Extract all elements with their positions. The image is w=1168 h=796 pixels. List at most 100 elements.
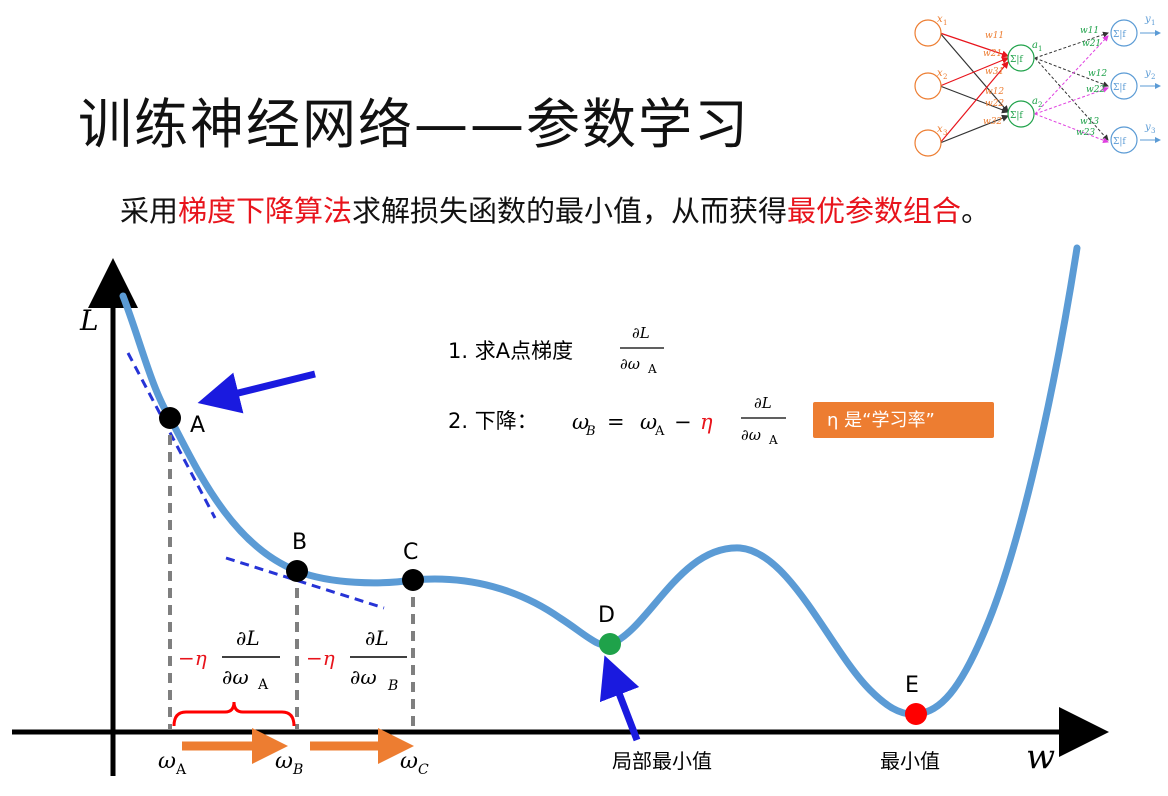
hidden-node-2 [1007,100,1035,128]
output-node-1-text: Σ|f [1113,30,1126,40]
point-e [905,703,927,725]
weight-in-w22: w22 [985,99,1004,109]
step-a-numerator: ∂L [236,626,260,650]
eq-equals: = [607,410,625,434]
weight-in-w31: w31 [985,67,1004,77]
tick-omega-b-sub: B [292,762,303,778]
arrow-to-a [197,370,316,414]
input-label-1: x [937,14,943,25]
step1-denominator: ∂ω [620,355,640,373]
input-label-2: x [937,68,943,79]
input-sub-2: 2 [943,73,947,81]
subtitle-part-5: 。 [961,194,991,228]
output-label-2: y [1144,68,1151,79]
learning-rate-badge: η 是“学习率” [813,402,994,438]
subtitle-part-3: 求解损失函数的最小值，从而获得 [352,194,788,228]
subtitle: 采用梯度下降算法求解损失函数的最小值，从而获得最优参数组合。 [120,188,990,230]
eq-omega-a-sub: A [654,424,665,439]
weight-in-w12: w12 [985,87,1004,97]
output-label-1: y [1144,14,1151,25]
point-c [402,569,424,591]
step-brace [172,701,296,727]
tick-omega-c-symbol: ω [400,749,418,774]
output-sub-1: 1 [1151,19,1155,27]
eq-denominator: ∂ω [741,426,761,444]
hidden-label-1: a [1032,40,1038,51]
input-node-3 [914,129,942,157]
point-a-label: A [190,413,205,438]
local-min-label: 局部最小值 [612,749,712,773]
page-title: 训练神经网络——参数学习 [78,93,750,156]
point-d [599,633,621,655]
eq-omega-a: ω [640,410,657,434]
point-b-label: B [292,530,307,555]
step-a-minus-eta: −η [178,646,207,670]
eq-omega-b-sub: B [585,424,596,439]
weight-in-w11: w11 [985,31,1004,41]
weight-out-w23: w23 [1076,128,1095,138]
global-min-label: 最小值 [880,749,940,773]
step-b-denominator: ∂ω [350,665,377,689]
eq-eta: η [700,410,713,434]
tick-omega-a-symbol: ω [158,749,176,774]
weight-out-w12: w12 [1088,69,1107,79]
output-node-3 [1110,126,1138,154]
step-formula-a: −η ∂L ∂ω A [178,626,280,693]
step1-denominator-sub: A [647,362,657,376]
x-axis-label: w [1026,737,1055,777]
eq-denominator-sub: A [768,433,778,447]
output-node-2-text: Σ|f [1113,83,1126,93]
output-node-2 [1110,72,1138,100]
weight-in-w21: w21 [983,49,1002,59]
output-label-3: y [1144,122,1151,133]
eq-minus: − [674,410,692,434]
output-node-3-text: Σ|f [1113,137,1126,147]
step1-text: 1. 求A点梯度 [448,339,573,363]
weight-out-w13: w13 [1080,117,1099,127]
point-a [159,407,181,429]
arrow-to-d [599,655,641,742]
input-label-3: x [937,124,943,135]
subtitle-highlight-gradient-descent: 梯度下降算法 [178,194,353,228]
tick-omega-c-sub: C [418,762,429,778]
hidden-sub-2: 2 [1038,101,1042,109]
point-d-label: D [598,603,615,628]
input-sub-1: 1 [943,19,947,27]
point-c-label: C [403,540,418,565]
step-a-denominator-sub: A [257,677,269,693]
y-axis-label: L [79,304,99,337]
output-sub-3: 3 [1151,127,1155,135]
tick-omega-a-sub: A [175,762,187,778]
hidden-label-2: a [1032,96,1038,107]
tick-omega-b-symbol: ω [275,749,293,774]
weight-in-w32: w32 [983,117,1002,127]
step-b-denominator-sub: B [387,678,398,694]
network-thumbnail: x 1 x 2 x 3 Σ|f Σ|f a 1 a 2 Σ|f Σ|f Σ|f … [914,14,1161,157]
output-sub-2: 2 [1151,73,1155,81]
input-sub-3: 3 [943,129,947,137]
step2-text: 2. 下降： [448,409,538,433]
step1-fraction: ∂L ∂ω A [620,324,664,376]
point-b [286,560,308,582]
step-b-minus-eta: −η [306,646,335,670]
tick-omega-b: ω B [275,749,303,778]
hidden-sub-1: 1 [1038,45,1042,53]
weight-out-w22: w22 [1086,85,1105,95]
step2-equation: ω B = ω A − η ∂L ∂ω A [572,394,786,447]
subtitle-highlight-optimal-params: 最优参数组合 [787,194,962,228]
tangent-line-b [225,556,385,610]
weight-out-w21: w21 [1082,39,1101,49]
input-node-1 [914,19,942,47]
output-node-1 [1110,19,1138,47]
hidden-node-1 [1007,44,1035,72]
learning-rate-text: η 是“学习率” [827,410,935,431]
eq-omega-b: ω [572,410,589,434]
weight-out-w11: w11 [1080,26,1099,36]
tick-omega-c: ω C [400,749,429,778]
tick-omega-a: ω A [158,749,187,778]
step1-numerator: ∂L [632,324,650,342]
step-a-denominator: ∂ω [222,665,249,689]
hidden-node-1-text: Σ|f [1010,55,1023,65]
